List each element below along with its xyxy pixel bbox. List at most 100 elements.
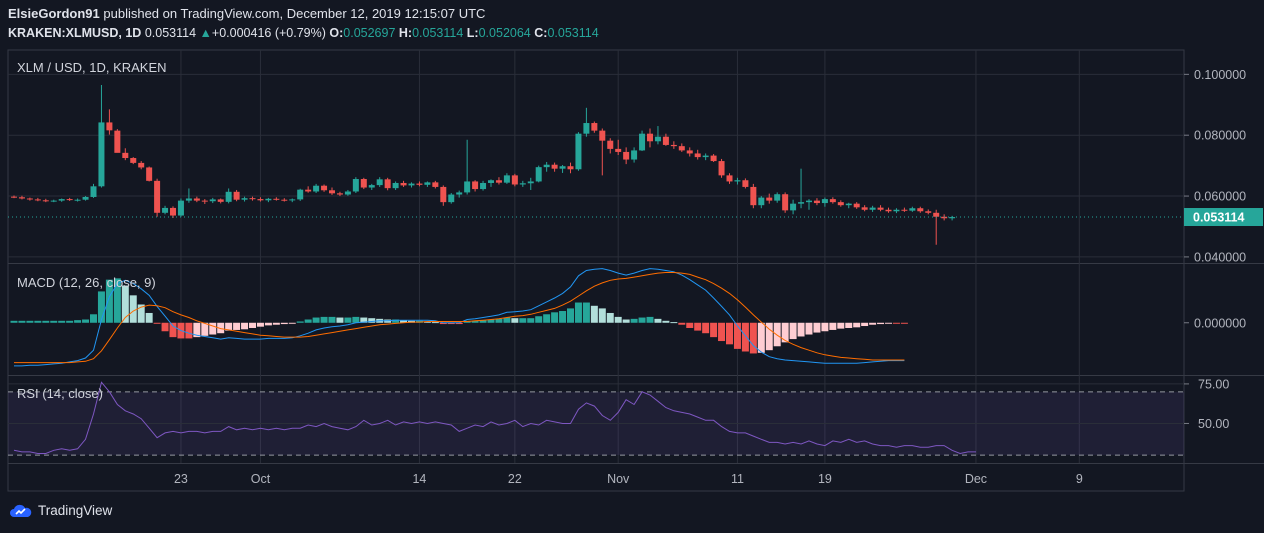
candle-down bbox=[511, 175, 518, 185]
x-tick-label: 14 bbox=[412, 472, 426, 486]
macd-histogram-bar bbox=[638, 317, 646, 323]
x-tick-label: 19 bbox=[818, 472, 832, 486]
candle-up bbox=[790, 203, 797, 211]
candle-up bbox=[368, 185, 375, 188]
candle-down bbox=[917, 208, 924, 212]
macd-histogram-bar bbox=[145, 312, 153, 323]
macd-histogram-bar bbox=[765, 322, 773, 351]
macd-histogram-bar bbox=[837, 322, 845, 329]
x-tick-label: Dec bbox=[965, 472, 987, 486]
rsi-tick-label: 75.00 bbox=[1198, 377, 1229, 391]
macd-histogram-bar bbox=[217, 322, 225, 334]
candle-down bbox=[170, 207, 176, 216]
tradingview-wordmark: TradingView bbox=[38, 503, 113, 518]
price-tick-label: 0.100000 bbox=[1194, 68, 1246, 82]
symbol-info-bar: KRAKEN:XLMUSD, 1D 0.053114 ▲+0.000416 (+… bbox=[8, 26, 599, 40]
macd-histogram-bar bbox=[749, 322, 757, 354]
macd-histogram-bar bbox=[153, 322, 161, 324]
price-tick-label: 0.080000 bbox=[1194, 129, 1246, 143]
macd-histogram-bar bbox=[678, 322, 686, 325]
candle-up bbox=[821, 199, 828, 204]
candle-up bbox=[480, 182, 487, 190]
macd-histogram-bar bbox=[312, 317, 320, 323]
macd-histogram-bar bbox=[598, 308, 606, 323]
macd-histogram-bar bbox=[34, 320, 42, 323]
x-tick-label: 22 bbox=[508, 472, 522, 486]
macd-histogram-bar bbox=[185, 322, 193, 339]
macd-histogram-bar bbox=[471, 320, 479, 323]
macd-histogram-bar bbox=[328, 316, 336, 323]
candle-up bbox=[559, 166, 566, 169]
candle-up bbox=[527, 181, 534, 184]
macd-histogram-bar bbox=[900, 322, 908, 324]
macd-histogram-bar bbox=[853, 322, 861, 328]
candle-up bbox=[376, 179, 383, 186]
candle-down bbox=[42, 200, 49, 202]
candle-down bbox=[130, 158, 137, 163]
candle-down bbox=[591, 123, 598, 131]
macd-histogram-bar bbox=[829, 322, 837, 330]
macd-histogram-bar bbox=[877, 322, 885, 325]
close-value: 0.053114 bbox=[547, 26, 599, 40]
macd-histogram-bar bbox=[662, 320, 670, 323]
macd-histogram-bar bbox=[622, 319, 630, 323]
macd-histogram-bar bbox=[694, 322, 702, 331]
candle-down bbox=[925, 211, 932, 213]
cloud-logo-icon bbox=[10, 504, 32, 517]
macd-histogram-bar bbox=[280, 322, 288, 325]
macd-histogram-bar bbox=[813, 322, 821, 333]
author-name[interactable]: ElsieGordon91 bbox=[8, 6, 100, 21]
macd-histogram-bar bbox=[233, 322, 241, 330]
close-label: C: bbox=[534, 26, 548, 40]
macd-histogram-bar bbox=[733, 322, 741, 349]
macd-histogram-bar bbox=[630, 318, 638, 323]
macd-histogram-bar bbox=[209, 322, 217, 335]
candle-down bbox=[567, 166, 574, 170]
candle-down bbox=[607, 140, 614, 149]
candle-down bbox=[726, 175, 733, 182]
macd-histogram-bar bbox=[288, 322, 296, 324]
candle-down bbox=[329, 190, 335, 194]
candle-up bbox=[289, 199, 296, 201]
symbol-name[interactable]: KRAKEN:XLMUSD, 1D bbox=[8, 26, 142, 40]
candle-down bbox=[750, 186, 757, 206]
macd-histogram-bar bbox=[805, 322, 813, 335]
candle-down bbox=[201, 200, 208, 202]
macd-histogram-bar bbox=[590, 305, 598, 323]
macd-histogram-bar bbox=[423, 321, 431, 323]
macd-histogram-bar bbox=[757, 322, 765, 353]
candle-up bbox=[774, 194, 781, 201]
candle-down bbox=[432, 182, 439, 187]
candle-down bbox=[615, 148, 622, 152]
candle-up bbox=[408, 183, 415, 186]
macd-histogram-bar bbox=[559, 311, 567, 323]
macd-histogram-bar bbox=[272, 322, 280, 325]
candle-down bbox=[34, 199, 41, 201]
candle-up bbox=[503, 175, 510, 183]
macd-histogram-bar bbox=[686, 322, 694, 328]
candle-up bbox=[869, 207, 876, 210]
price-pane-label: XLM / USD, 1D, KRAKEN bbox=[17, 60, 167, 75]
tradingview-logo[interactable]: TradingView bbox=[10, 503, 112, 518]
candle-down bbox=[154, 180, 161, 213]
macd-histogram-bar bbox=[320, 316, 328, 323]
candle-down bbox=[495, 180, 502, 183]
macd-histogram-bar bbox=[670, 322, 678, 324]
candle-down bbox=[138, 162, 145, 168]
open-value: 0.052697 bbox=[343, 26, 396, 40]
macd-histogram-bar bbox=[304, 319, 312, 323]
macd-histogram-bar bbox=[26, 320, 34, 323]
last-price: 0.053114 bbox=[144, 26, 197, 40]
candle-down bbox=[416, 183, 423, 185]
candle-down bbox=[122, 152, 129, 159]
macd-histogram-bar bbox=[74, 320, 82, 323]
low-label: L: bbox=[466, 26, 479, 40]
candle-up bbox=[424, 182, 431, 185]
candle-down bbox=[249, 198, 256, 200]
macd-histogram-bar bbox=[431, 322, 439, 324]
candle-down bbox=[114, 130, 121, 153]
candle-up bbox=[654, 136, 661, 142]
candle-up bbox=[639, 133, 646, 151]
macd-histogram-bar bbox=[781, 322, 789, 343]
